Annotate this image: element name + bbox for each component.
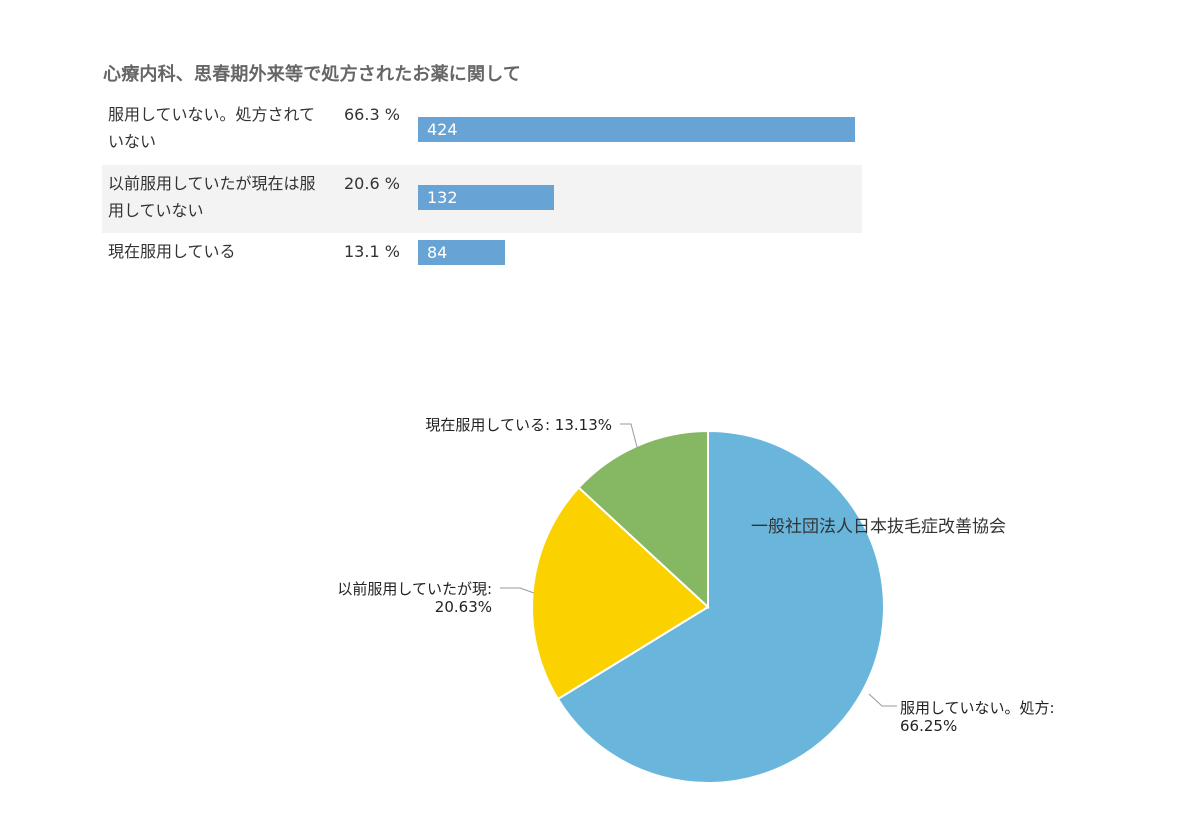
pie-slice xyxy=(531,486,710,701)
bar: 84 xyxy=(418,240,505,265)
percent-label: 66.3 % xyxy=(344,105,400,124)
pie-slice xyxy=(577,429,709,610)
slice-percent: 66.25% xyxy=(900,717,957,735)
leader-line xyxy=(500,587,535,594)
count-label: 424 xyxy=(427,120,458,139)
bar-row: 以前服用していたが現在は服用していない 20.6 % 132 xyxy=(102,165,862,233)
bar: 132 xyxy=(418,185,555,210)
answer-label: 服用していない。処方されていない xyxy=(108,105,316,151)
count-label: 84 xyxy=(427,243,448,262)
pie-slice xyxy=(556,429,885,784)
percent-label: 13.1 % xyxy=(344,242,400,261)
leader-line xyxy=(868,693,897,707)
watermark-text: 一般社団法人日本抜毛症改善協会 xyxy=(751,517,1006,537)
bar-row: 現在服用している 13.1 % 84 xyxy=(102,233,862,273)
survey-title: 心療内科、思春期外来等で処方されたお薬に関して xyxy=(103,64,522,85)
slice-percent: 13.13% xyxy=(555,416,612,434)
slice-percent: 20.63% xyxy=(435,598,492,616)
answer-label: 以前服用していたが現在は服用していない xyxy=(108,174,316,220)
count-label: 132 xyxy=(427,188,458,207)
slice-label: 服用していない。処方: 66.25% xyxy=(900,699,1055,735)
slice-name: 現在服用している: xyxy=(425,416,554,434)
slice-label: 以前服用していたが現: 20.63% xyxy=(337,580,492,616)
answer-label: 現在服用している xyxy=(108,242,236,261)
percent-label: 20.6 % xyxy=(344,174,400,193)
slice-name: 以前服用していたが現: xyxy=(337,580,492,598)
bar-table: 服用していない。処方されていない 66.3 % 424 以前服用していたが現在は… xyxy=(102,97,862,273)
slice-name: 服用していない。処方: xyxy=(900,699,1055,717)
slice-label: 現在服用している: 13.13% xyxy=(425,416,612,434)
bar-row: 服用していない。処方されていない 66.3 % 424 xyxy=(102,97,862,165)
leader-line xyxy=(620,423,638,448)
bar: 424 xyxy=(418,117,855,142)
